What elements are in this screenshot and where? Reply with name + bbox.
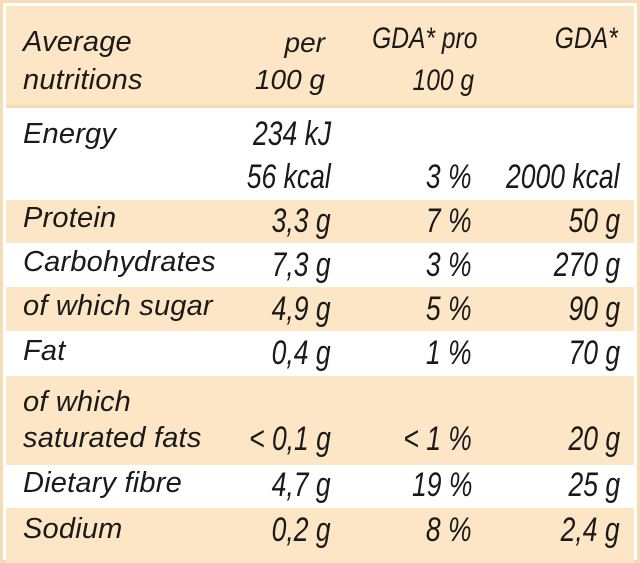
table-header: Average nutritions per 100 g GDA* pro 10… — [6, 6, 634, 105]
gda-pro-100g-value: 1 % — [426, 334, 472, 372]
per-100g-value: 0,2 g — [272, 511, 331, 549]
header-gda-pro-line2: 100 g — [412, 64, 474, 97]
row-label: Protein — [23, 202, 117, 234]
gda-value: 25 g — [568, 466, 620, 504]
header-divider — [6, 105, 634, 108]
gda-value: 2,4 g — [561, 511, 620, 549]
row-label-line2: saturated fats — [23, 422, 202, 454]
per-100g-value: 7,3 g — [272, 246, 331, 284]
row-label: Sodium — [23, 513, 123, 545]
gda-pro-100g-value: 3 % — [426, 158, 472, 196]
gda-value: 20 g — [568, 420, 620, 458]
row-label: Dietary fibre — [23, 467, 182, 499]
table-row-sugar: of which sugar 4,9 g 5 % 90 g — [6, 287, 634, 331]
per-100g-value-line2: 56 kcal — [246, 158, 331, 196]
gda-pro-100g-value: < 1 % — [403, 420, 472, 458]
table-row-energy: Energy 234 kJ 56 kcal 3 % 2000 kcal — [6, 108, 634, 200]
header-name-line2: nutritions — [23, 64, 143, 96]
gda-value: 2000 kcal — [506, 158, 620, 196]
table-row-sodium: Sodium 0,2 g 8 % 2,4 g — [6, 508, 634, 563]
row-label: of which sugar — [23, 290, 213, 322]
header-gda-pro-line1: GDA* pro — [371, 22, 477, 55]
per-100g-value: 3,3 g — [272, 202, 331, 240]
table-row-fat: Fat 0,4 g 1 % 70 g — [6, 331, 634, 376]
row-label: Energy — [23, 118, 117, 150]
header-per-line1: per — [284, 27, 325, 58]
table-row-protein: Protein 3,3 g 7 % 50 g — [6, 200, 634, 243]
row-label-line1: of which — [23, 386, 131, 418]
table-row-dietary-fibre: Dietary fibre 4,7 g 19 % 25 g — [6, 465, 634, 508]
table-row-saturated-fats: of which saturated fats < 0,1 g < 1 % 20… — [6, 376, 634, 465]
gda-value: 90 g — [568, 290, 620, 328]
gda-value: 70 g — [568, 334, 620, 372]
gda-pro-100g-value: 19 % — [411, 466, 472, 504]
per-100g-value: 0,4 g — [272, 334, 331, 372]
header-name-line1: Average — [23, 26, 132, 58]
nutrition-grid: Average nutritions per 100 g GDA* pro 10… — [6, 6, 634, 563]
gda-value: 270 g — [553, 246, 620, 284]
per-100g-value: 234 kJ — [252, 115, 331, 153]
per-100g-value: < 0,1 g — [249, 420, 331, 458]
header-per-line2: 100 g — [254, 64, 325, 95]
gda-pro-100g-value: 8 % — [426, 511, 472, 549]
header-gda: GDA* — [555, 22, 618, 55]
gda-pro-100g-value: 3 % — [426, 246, 472, 284]
per-100g-value: 4,9 g — [272, 290, 331, 328]
row-label: Carbohydrates — [23, 246, 216, 278]
gda-value: 50 g — [568, 202, 620, 240]
gda-pro-100g-value: 5 % — [426, 290, 472, 328]
table-row-carbohydrates: Carbohydrates 7,3 g 3 % 270 g — [6, 243, 634, 287]
gda-pro-100g-value: 7 % — [426, 202, 472, 240]
per-100g-value: 4,7 g — [272, 466, 331, 504]
row-label: Fat — [23, 335, 66, 367]
